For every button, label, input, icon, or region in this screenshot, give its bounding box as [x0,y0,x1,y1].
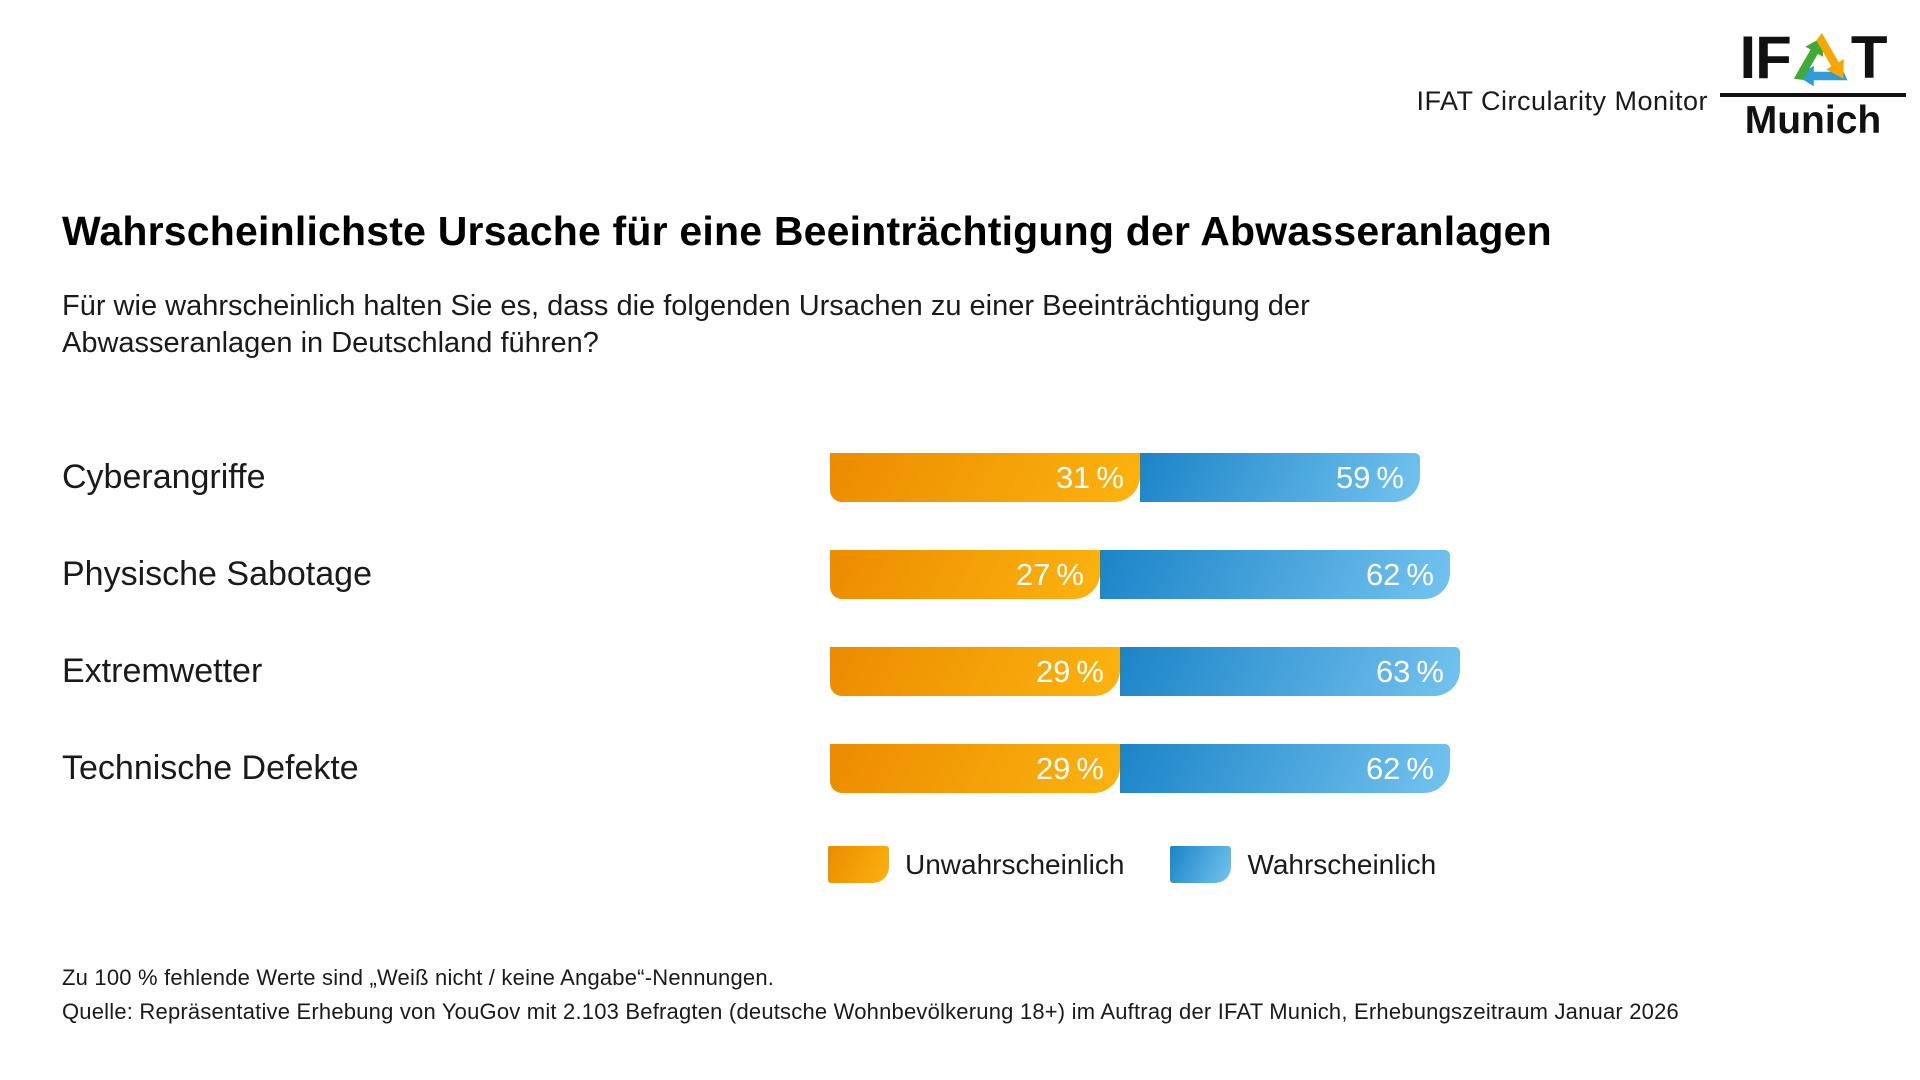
survey-question-line-1: Für wie wahrscheinlich halten Sie es, da… [62,290,1310,322]
bar-value-number: 59 [1335,459,1371,495]
footnote-source: Quelle: Repräsentative Erhebung von YouG… [62,999,1679,1024]
category-label: Physische Sabotage [62,555,372,593]
page-title: Wahrscheinlichste Ursache für eine Beein… [62,208,1552,254]
bar-value-number: 29 [1035,653,1071,689]
legend-label: Unwahrscheinlich [905,848,1125,880]
ifat-triangle-logo-icon [1793,33,1848,87]
bar-segment-wahrscheinlich: 59% [1140,453,1420,502]
logo-wordmark: IF T [1720,28,1906,88]
bar-value-label: 29% [1036,751,1120,787]
percent-sign: % [1406,750,1434,786]
stacked-bar: 29% 63% [830,647,1460,696]
bar-value-label: 62% [1366,557,1450,593]
stacked-bar: 27% 62% [830,550,1450,599]
bar-value-number: 31 [1055,459,1091,495]
stacked-bar: 31% 59% [830,453,1420,502]
bar-value-label: 62% [1366,751,1450,787]
legend-swatch-unwahrscheinlich [828,846,889,883]
percent-sign: % [1376,459,1404,495]
bar-value-label: 59% [1336,460,1420,496]
bar-segment-wahrscheinlich: 62% [1120,744,1450,793]
bar-value-number: 62 [1365,556,1401,592]
monitor-title: IFAT Circularity Monitor [1416,86,1708,116]
bar-segment-unwahrscheinlich: 29% [830,647,1120,696]
bar-segment-wahrscheinlich: 63% [1120,647,1460,696]
category-label: Technische Defekte [62,749,359,787]
survey-question-line-2: Abwasseranlagen in Deutschland führen? [62,327,599,359]
logo-text-t: T [1850,24,1888,91]
bar-value-number: 62 [1365,750,1401,786]
bar-segment-unwahrscheinlich: 31% [830,453,1140,502]
logo-divider [1720,93,1906,97]
percent-sign: % [1076,750,1104,786]
footnote-missing-values: Zu 100 % fehlende Werte sind „Weiß nicht… [62,965,775,990]
chart-row: Physische Sabotage 27% 62% [62,550,1460,599]
logo-text-if: IF [1739,24,1792,91]
bar-segment-unwahrscheinlich: 27% [830,550,1100,599]
bar-value-label: 31% [1056,460,1140,496]
triangle-arrow-blue [1796,65,1848,87]
bar-value-number: 27 [1015,556,1051,592]
survey-question: Für wie wahrscheinlich halten Sie es, da… [62,288,1310,362]
percent-sign: % [1096,459,1124,495]
footnotes: Zu 100 % fehlende Werte sind „Weiß nicht… [62,961,1679,1029]
triangle-arrow-orange [1816,33,1844,79]
percent-sign: % [1056,556,1084,592]
bar-segment-wahrscheinlich: 62% [1100,550,1450,599]
chart-row: Technische Defekte 29% 62% [62,744,1460,793]
legend-item-wahrscheinlich: Wahrscheinlich [1170,846,1436,883]
chart-row: Cyberangriffe 31% 59% [62,453,1460,502]
logo-text-munich: Munich [1744,99,1882,142]
legend-item-unwahrscheinlich: Unwahrscheinlich [828,846,1124,883]
bar-segment-unwahrscheinlich: 29% [830,744,1120,793]
stacked-bar: 29% 62% [830,744,1450,793]
chart-rows: Cyberangriffe 31% 59% Physische Sabotage 27%… [62,453,1460,841]
category-label: Cyberangriffe [62,458,266,496]
bar-value-label: 27% [1016,557,1100,593]
bar-value-number: 63 [1375,653,1411,689]
legend-label: Wahrscheinlich [1247,848,1437,880]
triangle-arrow-green [1793,37,1823,80]
bar-value-label: 29% [1036,654,1120,690]
legend-swatch-wahrscheinlich [1170,846,1232,883]
bar-value-number: 29 [1035,750,1071,786]
ifat-munich-logo: IF T Munich [1720,28,1906,140]
legend: Unwahrscheinlich Wahrscheinlich [828,846,1436,883]
category-label: Extremwetter [62,652,263,690]
bar-value-label: 63% [1376,654,1460,690]
percent-sign: % [1406,556,1434,592]
percent-sign: % [1416,653,1444,689]
chart-row: Extremwetter 29% 63% [62,647,1460,696]
percent-sign: % [1076,653,1104,689]
